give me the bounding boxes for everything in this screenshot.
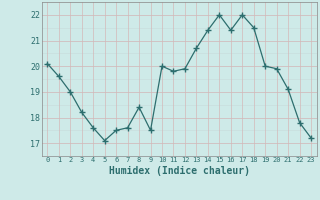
X-axis label: Humidex (Indice chaleur): Humidex (Indice chaleur) — [109, 166, 250, 176]
